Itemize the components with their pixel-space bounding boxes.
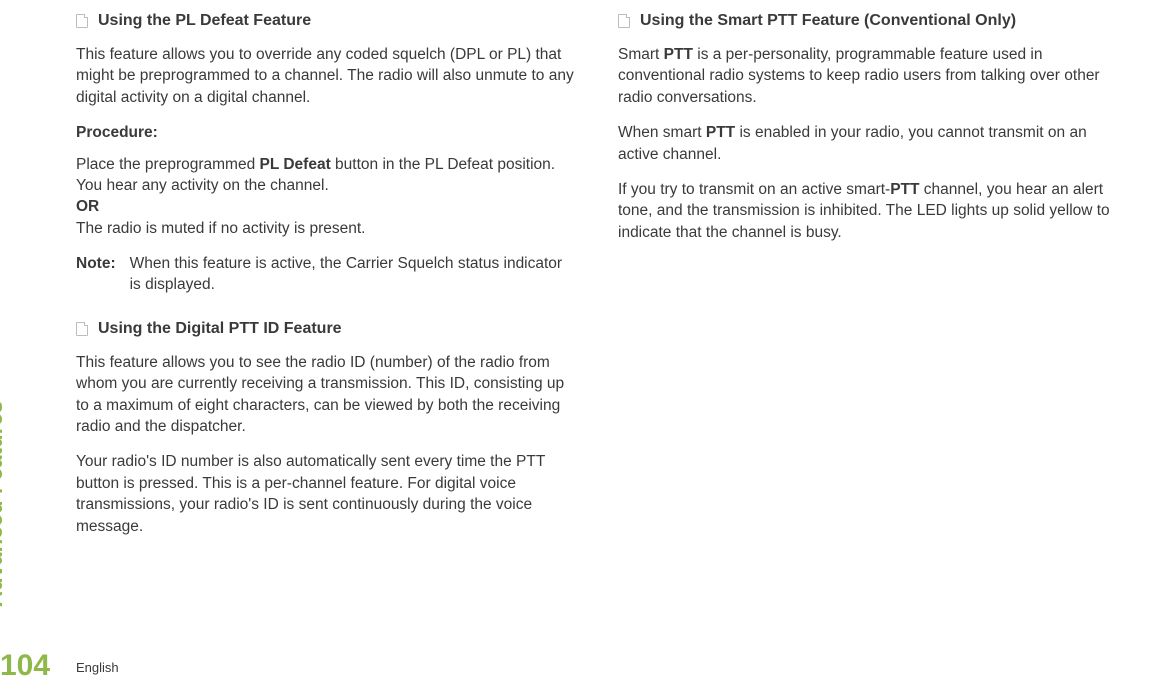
note-label: Note: [76, 253, 116, 296]
body-text: Your radio's ID number is also automatic… [76, 451, 576, 537]
body-text: This feature allows you to override any … [76, 44, 576, 108]
language-label: English [76, 660, 119, 675]
body-text: When smart PTT is enabled in your radio,… [618, 122, 1118, 165]
body-text: Place the preprogrammed PL Defeat button… [76, 154, 576, 240]
heading-text: Using the Smart PTT Feature (Conventiona… [640, 10, 1016, 32]
content-columns: Using the PL Defeat Feature This feature… [0, 0, 1165, 551]
or-label: OR [76, 198, 99, 215]
text-fragment: When smart [618, 124, 706, 141]
heading-text: Using the PL Defeat Feature [98, 10, 311, 32]
bold-text: PTT [664, 46, 693, 63]
body-text: This feature allows you to see the radio… [76, 352, 576, 438]
text-fragment: If you try to transmit on an active smar… [618, 181, 890, 198]
section-heading-digital-ptt-id: Using the Digital PTT ID Feature [76, 318, 576, 340]
left-column: Using the PL Defeat Feature This feature… [76, 10, 576, 551]
bold-text: PL Defeat [260, 156, 331, 173]
text-fragment: Place the preprogrammed [76, 156, 260, 173]
page-number: 104 [0, 649, 50, 683]
heading-text: Using the Digital PTT ID Feature [98, 318, 342, 340]
section-heading-pl-defeat: Using the PL Defeat Feature [76, 10, 576, 32]
book-icon [76, 14, 88, 28]
sidebar-section-label: Advanced Features [0, 401, 8, 607]
bold-text: PTT [706, 124, 735, 141]
right-column: Using the Smart PTT Feature (Conventiona… [618, 10, 1118, 551]
text-fragment: Smart [618, 46, 664, 63]
book-icon [76, 322, 88, 336]
bold-text: PTT [890, 181, 919, 198]
book-icon [618, 14, 630, 28]
page: Using the PL Defeat Feature This feature… [0, 0, 1165, 695]
procedure-label: Procedure: [76, 122, 576, 143]
body-text: Smart PTT is a per-personality, programm… [618, 44, 1118, 108]
body-text: If you try to transmit on an active smar… [618, 179, 1118, 243]
note-text: When this feature is active, the Carrier… [130, 253, 576, 296]
section-heading-smart-ptt: Using the Smart PTT Feature (Conventiona… [618, 10, 1118, 32]
note-row: Note: When this feature is active, the C… [76, 253, 576, 296]
text-fragment: The radio is muted if no activity is pre… [76, 220, 365, 237]
